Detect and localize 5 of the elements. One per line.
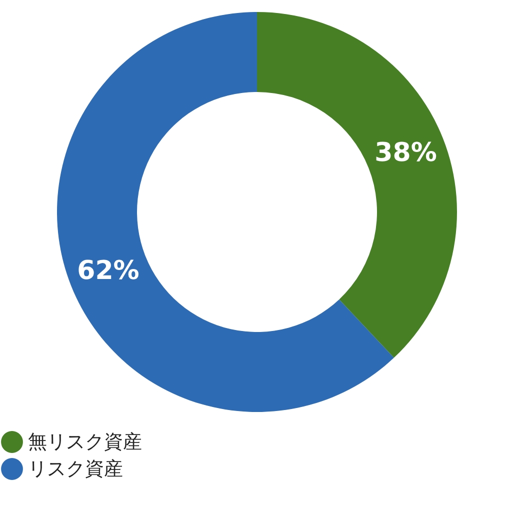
donut-slice: [257, 12, 457, 358]
legend-label: リスク資産: [28, 458, 123, 480]
data-label: 38%: [374, 138, 437, 168]
legend-label: 無リスク資産: [28, 431, 142, 453]
data-label: 62%: [77, 256, 140, 286]
